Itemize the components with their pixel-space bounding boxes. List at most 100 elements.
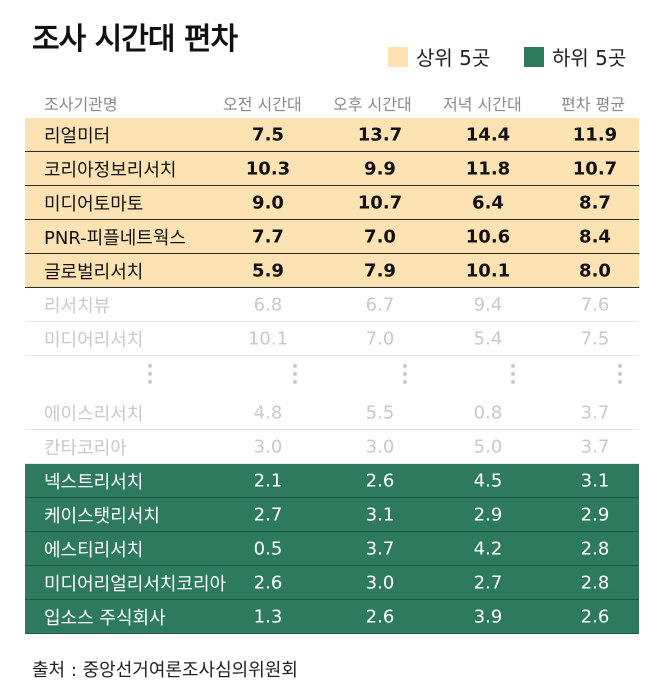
table-header: 조사기관명 오전 시간대 오후 시간대 저녁 시간대 편차 평균 (25, 87, 639, 117)
table-row: 미디어리얼리서치코리아 2.6 3.0 2.7 2.8 (25, 566, 639, 600)
table-row: 입소스 주식회사 1.3 2.6 3.9 2.6 (25, 600, 639, 634)
value-cell: 5.4 (473, 328, 503, 350)
value-cell: 9.0 (252, 192, 284, 214)
value-cell: 8.4 (579, 226, 611, 248)
table-row: 미디어리서치 10.1 7.0 5.4 7.5 (25, 322, 639, 356)
value-cell: 7.6 (580, 294, 610, 316)
value-cell: 2.1 (253, 470, 283, 492)
header-afternoon: 오후 시간대 (333, 95, 412, 114)
table-row: PNR-피플네트웍스 7.7 7.0 10.6 8.4 (25, 220, 639, 254)
value-cell: 0.5 (253, 538, 283, 560)
table-row: 에이스리서치 4.8 5.5 0.8 3.7 (25, 396, 639, 430)
value-cell: 2.8 (580, 572, 610, 594)
value-cell: 10.7 (572, 158, 618, 180)
value-cell: 3.0 (253, 436, 283, 458)
row-divider (25, 463, 639, 464)
value-cell: 2.8 (580, 538, 610, 560)
value-cell: 3.1 (365, 504, 395, 526)
value-cell: 10.3 (245, 158, 291, 180)
legend-bottom5: 하위 5곳 (524, 42, 626, 71)
value-cell: 1.3 (253, 606, 283, 628)
value-cell: 10.6 (465, 226, 511, 248)
value-cell: 7.0 (365, 328, 395, 350)
org-name-cell: 에스티리서치 (44, 540, 144, 561)
ellipsis-marker: • • • (290, 359, 300, 391)
value-cell: 4.2 (473, 538, 503, 560)
org-name-cell: 케이스탯리서치 (44, 506, 160, 527)
table-row: 칸타코리아 3.0 3.0 5.0 3.7 (25, 430, 639, 464)
value-cell: 10.7 (357, 192, 403, 214)
row-divider (25, 429, 639, 430)
table-row: 코리아정보리서치 10.3 9.9 11.8 10.7 (25, 152, 639, 186)
row-divider (25, 151, 639, 152)
org-name-cell: 미디어리얼리서치코리아 (44, 574, 227, 595)
org-name-cell: 넥스트리서치 (44, 472, 144, 493)
source-note: 출처 : 중앙선거여론조사심의위원회 (32, 660, 298, 681)
row-divider (25, 633, 639, 634)
legend-bottom5-swatch (524, 46, 544, 67)
value-cell: 4.5 (473, 470, 503, 492)
value-cell: 5.0 (473, 436, 503, 458)
org-name-cell: 입소스 주식회사 (44, 608, 166, 629)
value-cell: 5.9 (252, 260, 284, 282)
header-evening: 저녁 시간대 (443, 95, 522, 114)
top5-band (25, 118, 639, 288)
legend-top5-label: 상위 5곳 (416, 46, 491, 70)
table-row: 글로벌리서치 5.9 7.9 10.1 8.0 (25, 254, 639, 288)
table-row: 케이스탯리서치 2.7 3.1 2.9 2.9 (25, 498, 639, 532)
table-row: 에스티리서치 0.5 3.7 4.2 2.8 (25, 532, 639, 566)
value-cell: 8.7 (579, 192, 611, 214)
org-name-cell: 미디어리서치 (44, 330, 144, 351)
org-name-cell: 리얼미터 (44, 126, 111, 147)
org-name-cell: 미디어토마토 (44, 194, 144, 215)
row-divider (25, 599, 639, 600)
row-divider (25, 531, 639, 532)
value-cell: 2.6 (253, 572, 283, 594)
value-cell: 3.1 (580, 470, 610, 492)
value-cell: 3.7 (580, 402, 610, 424)
org-name-cell: 글로벌리서치 (44, 262, 144, 283)
org-name-cell: 코리아정보리서치 (44, 160, 177, 181)
value-cell: 6.4 (472, 192, 504, 214)
table-row: 넥스트리서치 2.1 2.6 4.5 3.1 (25, 464, 639, 498)
table-row: 미디어토마토 9.0 10.7 6.4 8.7 (25, 186, 639, 220)
value-cell: 0.8 (473, 402, 503, 424)
value-cell: 10.1 (247, 328, 289, 350)
table-row: 리얼미터 7.5 13.7 14.4 11.9 (25, 118, 639, 152)
value-cell: 9.4 (473, 294, 503, 316)
value-cell: 3.7 (580, 436, 610, 458)
value-cell: 2.6 (580, 606, 610, 628)
value-cell: 2.6 (365, 470, 395, 492)
row-divider (25, 287, 639, 288)
value-cell: 10.1 (465, 260, 511, 282)
org-name-cell: 칸타코리아 (44, 438, 127, 459)
ellipsis-marker: • • • (400, 359, 410, 391)
row-divider (25, 565, 639, 566)
value-cell: 7.0 (364, 226, 396, 248)
ellipsis-marker: • • • (615, 359, 625, 391)
value-cell: 8.0 (579, 260, 611, 282)
header-morning: 오전 시간대 (223, 95, 302, 114)
value-cell: 14.4 (465, 124, 511, 146)
header-org: 조사기관명 (44, 95, 118, 114)
value-cell: 5.5 (365, 402, 395, 424)
row-divider (25, 497, 639, 498)
org-name-cell: PNR-피플네트웍스 (44, 228, 186, 249)
ellipsis-marker: • • • (508, 359, 518, 391)
value-cell: 6.7 (365, 294, 395, 316)
row-divider (25, 219, 639, 220)
value-cell: 7.7 (252, 226, 284, 248)
header-average: 편차 평균 (561, 95, 625, 114)
value-cell: 13.7 (357, 124, 403, 146)
row-divider (25, 253, 639, 254)
value-cell: 3.7 (365, 538, 395, 560)
chart-title: 조사 시간대 편차 (32, 22, 238, 57)
value-cell: 2.7 (253, 504, 283, 526)
row-divider (25, 321, 639, 322)
value-cell: 3.0 (365, 572, 395, 594)
org-name-cell: 에이스리서치 (44, 404, 144, 425)
value-cell: 2.7 (473, 572, 503, 594)
table-row: 리서치뷰 6.8 6.7 9.4 7.6 (25, 288, 639, 322)
value-cell: 7.5 (252, 124, 284, 146)
value-cell: 11.8 (465, 158, 511, 180)
